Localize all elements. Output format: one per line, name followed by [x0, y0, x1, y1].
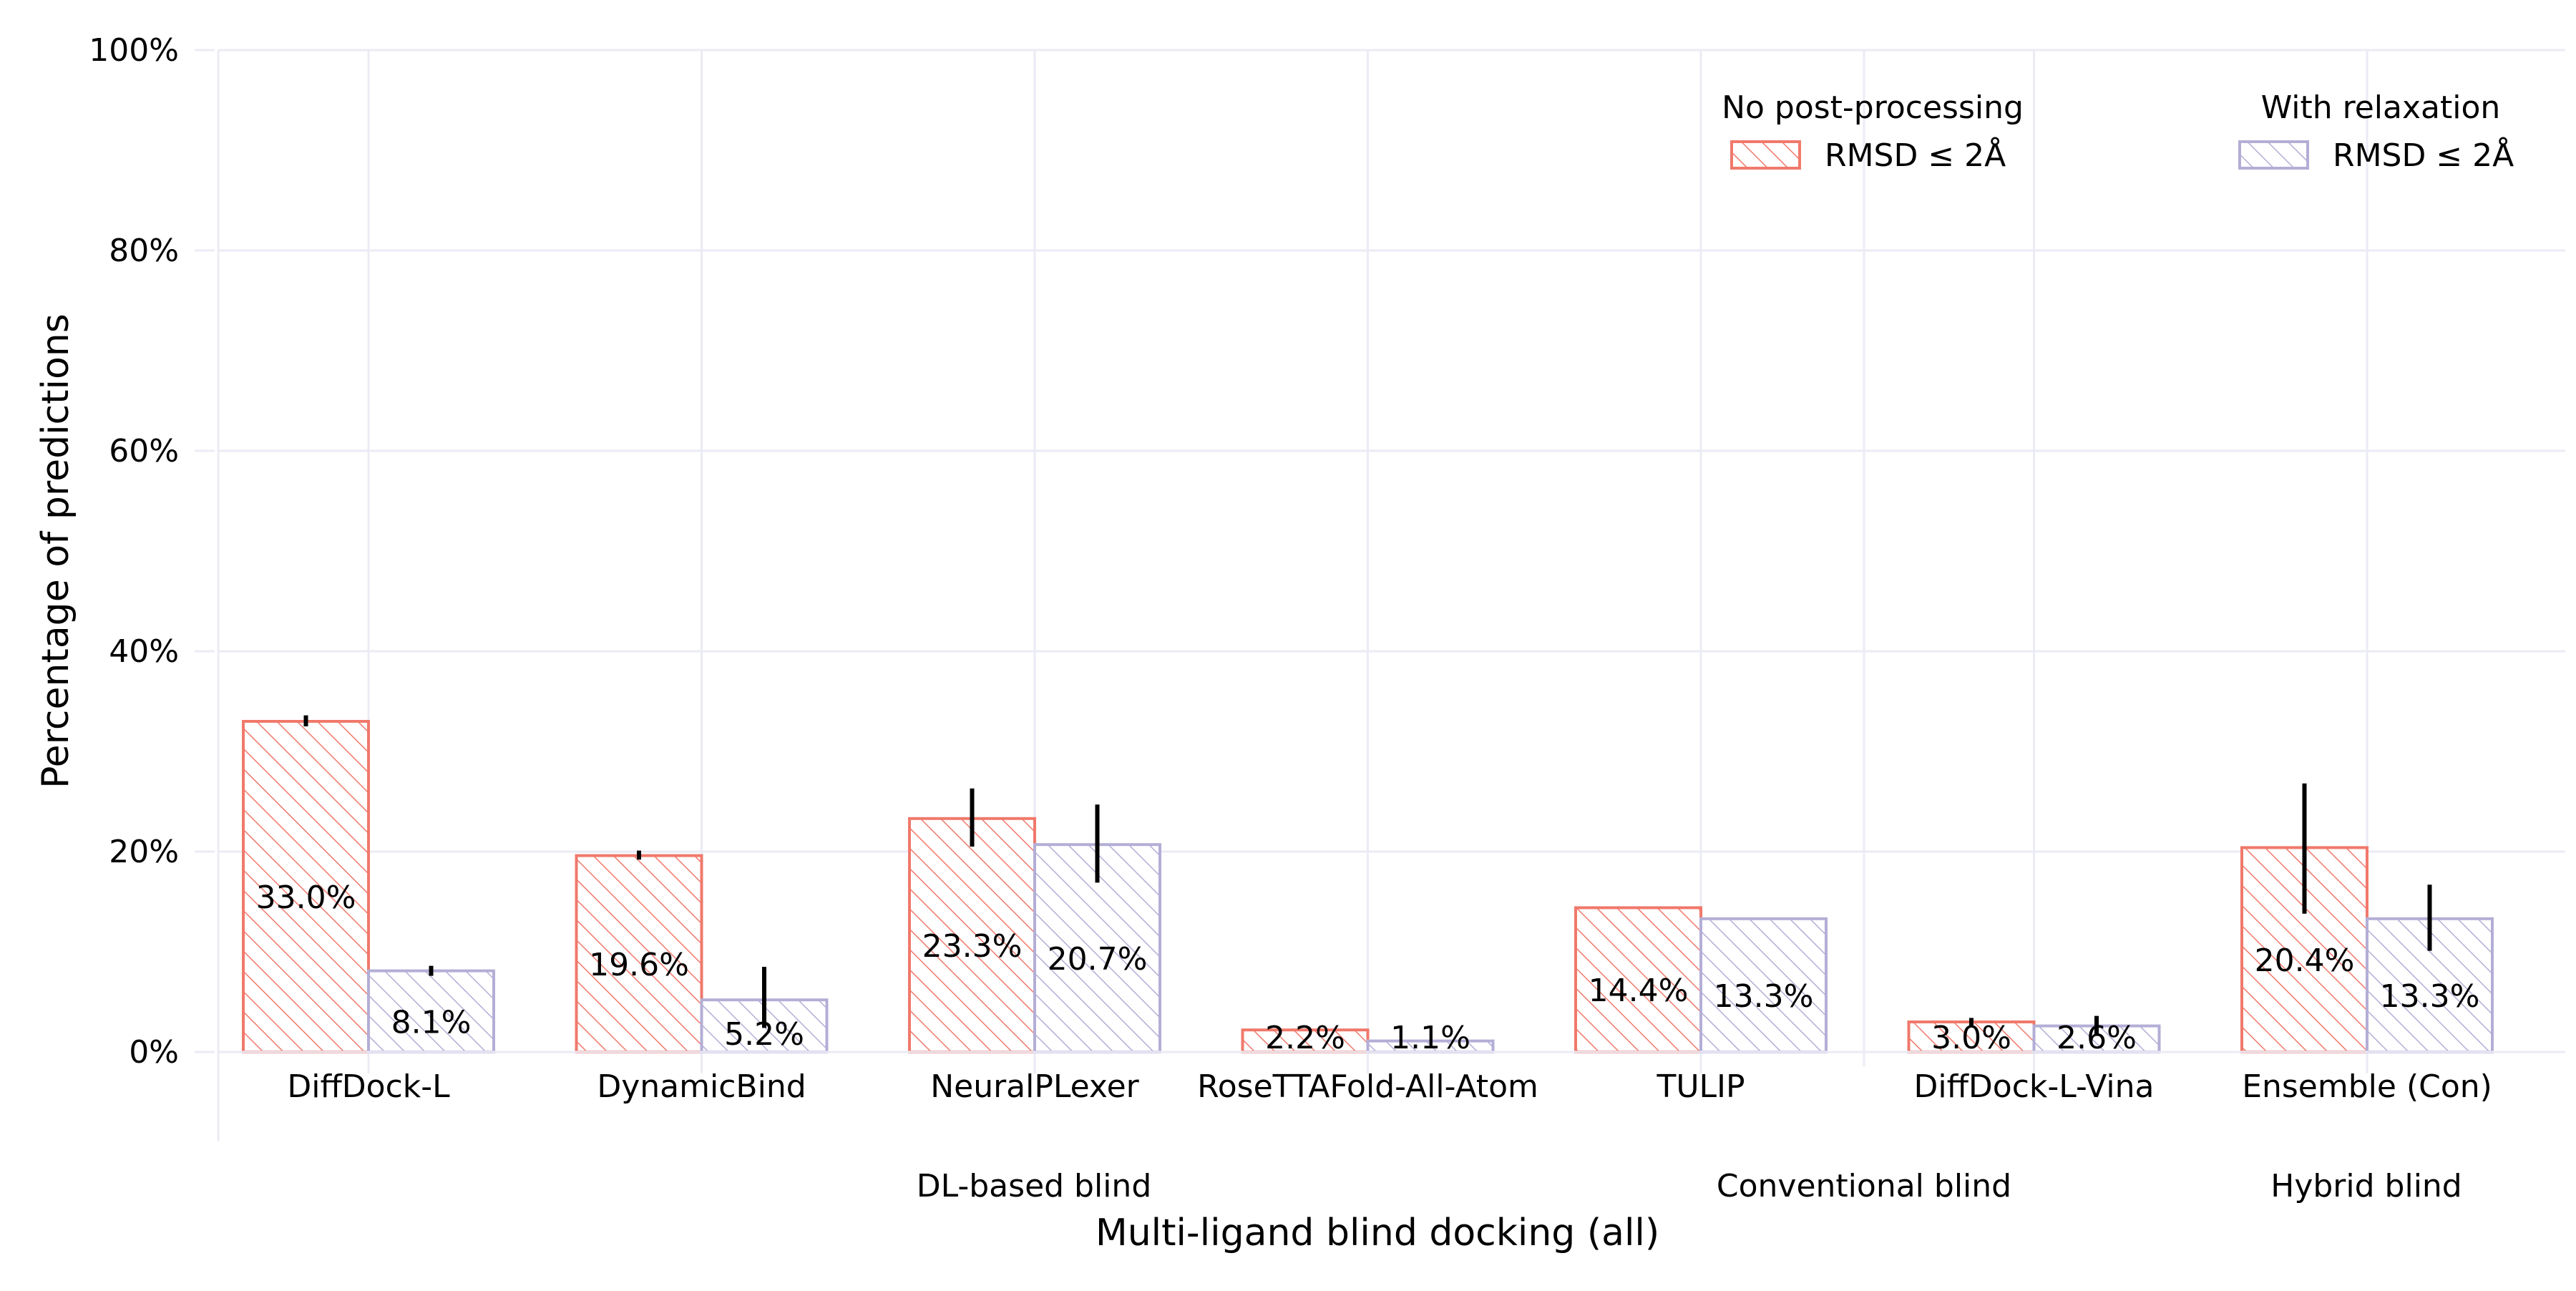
bar — [1574, 906, 1702, 1054]
legend-title: No post-processing — [1722, 89, 2024, 126]
y-tick-label: 40% — [109, 633, 179, 670]
data-label: 13.3% — [2380, 978, 2480, 1015]
data-label: 13.3% — [1714, 978, 1814, 1015]
bar — [1241, 1028, 1370, 1053]
data-label: 3.0% — [1931, 1020, 2011, 1056]
data-label: 8.1% — [391, 1004, 472, 1041]
data-label: 20.4% — [2255, 942, 2355, 979]
group-label: Conventional blind — [1717, 1168, 2011, 1204]
y-axis-title: Percentage of predictions — [34, 313, 77, 789]
x-tick-label: TULIP — [1656, 1068, 1745, 1105]
legend-swatch — [2238, 140, 2309, 170]
legend-label: RMSD ≤ 2Å — [1825, 136, 2006, 174]
x-tick-label: RoseTTAFold-All-Atom — [1197, 1068, 1538, 1105]
bar — [1907, 1020, 2036, 1053]
legend-label: RMSD ≤ 2Å — [2333, 136, 2514, 174]
data-label: 5.2% — [724, 1016, 804, 1053]
legend-title: With relaxation — [2261, 89, 2501, 126]
data-label: 2.6% — [2057, 1020, 2137, 1056]
bar — [242, 720, 370, 1053]
legend-swatch — [1730, 140, 1801, 170]
y-tick-label: 60% — [109, 433, 179, 469]
bar — [1699, 917, 1828, 1054]
x-tick-label: DiffDock-L — [287, 1068, 450, 1105]
y-tick-label: 20% — [109, 834, 179, 870]
legend-group: No post-processing RMSD ≤ 2Å — [1722, 89, 2024, 174]
x-tick-label: NeuralPLexer — [930, 1068, 1139, 1105]
data-label: 19.6% — [589, 947, 689, 983]
x-tick-label: DiffDock-L-Vina — [1913, 1068, 2154, 1105]
x-axis-title: Multi-ligand blind docking (all) — [1096, 1212, 1659, 1255]
data-label: 33.0% — [256, 880, 356, 916]
data-label: 20.7% — [1048, 941, 1148, 978]
group-label: DL-based blind — [917, 1168, 1152, 1204]
y-tick-label: 0% — [129, 1034, 179, 1071]
group-label: Hybrid blind — [2270, 1168, 2462, 1204]
x-tick-label: DynamicBind — [597, 1068, 806, 1105]
y-tick-label: 100% — [89, 32, 179, 69]
data-label: 23.3% — [922, 928, 1023, 965]
data-label: 2.2% — [1265, 1020, 1345, 1056]
legend-group: With relaxation RMSD ≤ 2Å — [2238, 89, 2514, 174]
data-label: 14.4% — [1589, 973, 1689, 1009]
data-label: 1.1% — [1390, 1020, 1470, 1056]
x-tick-label: Ensemble (Con) — [2242, 1068, 2492, 1105]
y-tick-label: 80% — [109, 233, 179, 269]
